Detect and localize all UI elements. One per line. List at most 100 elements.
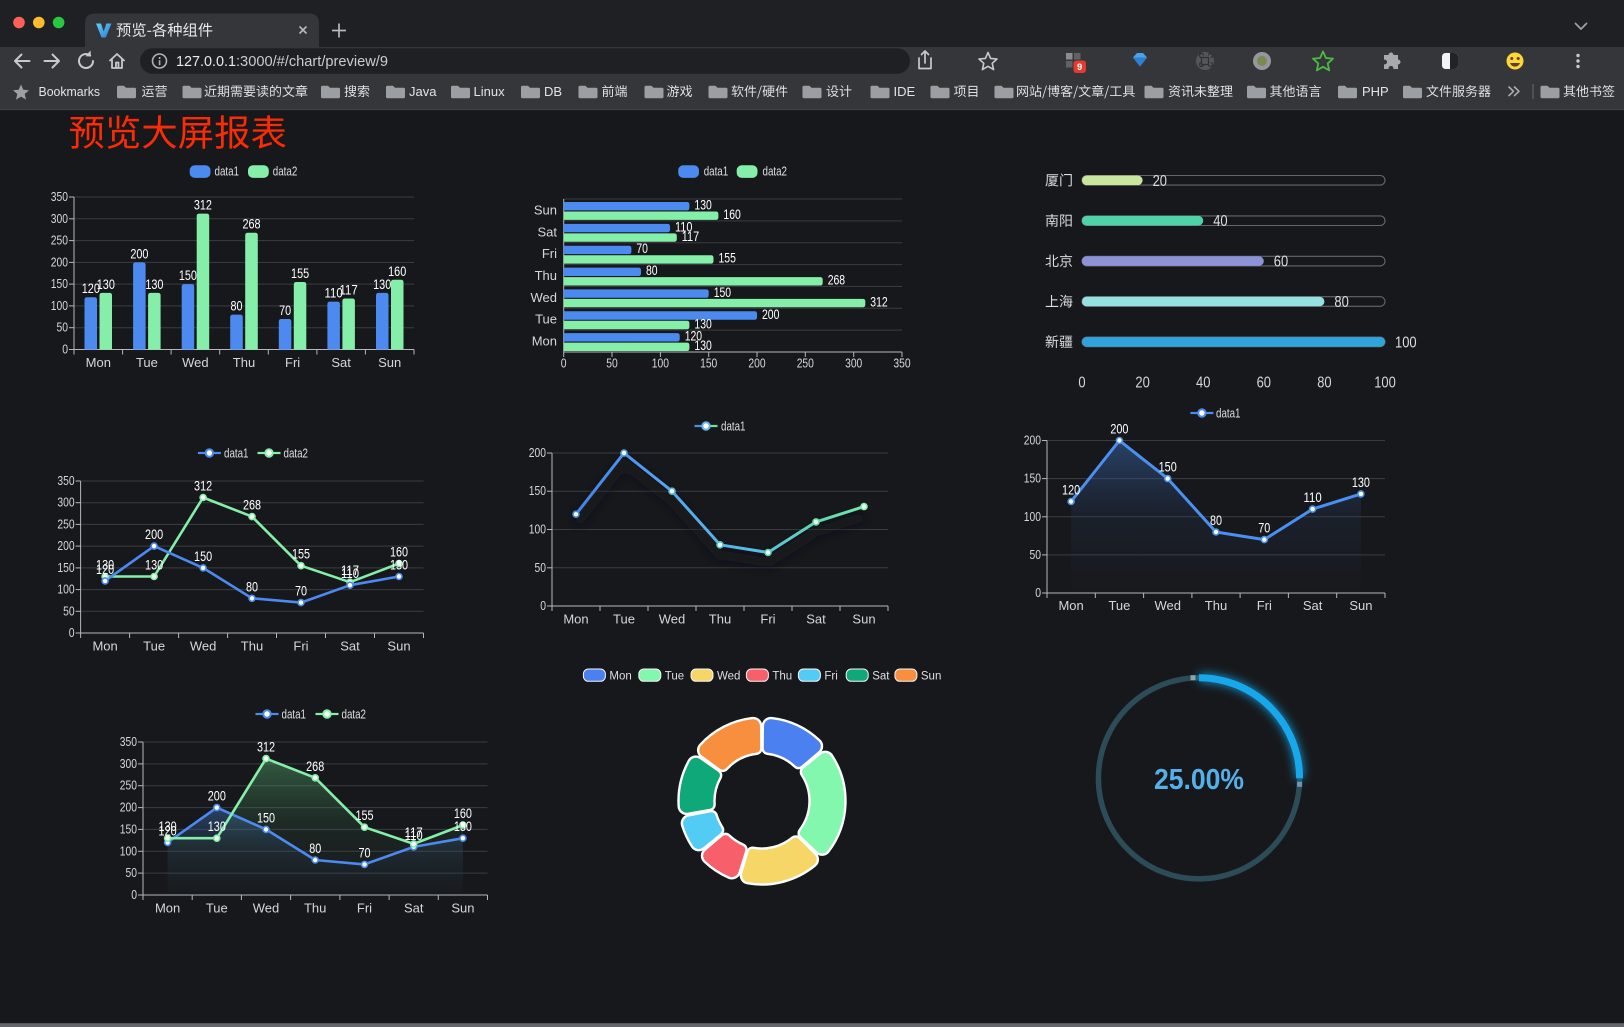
svg-text:Sat: Sat: [806, 612, 826, 627]
svg-text:Thu: Thu: [709, 612, 731, 627]
svg-text:350: 350: [51, 190, 68, 204]
svg-text:Tue: Tue: [136, 355, 158, 370]
svg-text:268: 268: [828, 273, 845, 288]
svg-text:127.0.0.1: 127.0.0.1: [176, 54, 236, 70]
svg-text:110: 110: [341, 565, 359, 581]
svg-text:Sun: Sun: [387, 639, 410, 654]
svg-text:PHP: PHP: [1362, 84, 1389, 99]
svg-text:Mon: Mon: [86, 355, 111, 370]
svg-text:Mon: Mon: [155, 901, 180, 916]
svg-text:20: 20: [1135, 375, 1149, 392]
svg-text:data2: data2: [273, 164, 298, 179]
svg-text:Thu: Thu: [233, 355, 255, 370]
svg-text:70: 70: [279, 302, 291, 318]
svg-text:Java: Java: [409, 84, 437, 99]
svg-text:150: 150: [529, 484, 546, 498]
svg-text:Mon: Mon: [1058, 598, 1083, 613]
svg-text:Fri: Fri: [760, 612, 775, 627]
svg-text:200: 200: [51, 255, 68, 269]
svg-text:20: 20: [1153, 173, 1167, 190]
svg-text:data1: data1: [224, 446, 249, 461]
svg-text:Mon: Mon: [532, 334, 557, 349]
svg-text:0: 0: [540, 599, 546, 613]
svg-text:120: 120: [82, 280, 100, 296]
svg-text:Sun: Sun: [378, 355, 401, 370]
svg-text:data1: data1: [704, 164, 729, 179]
svg-text:Sun: Sun: [451, 901, 474, 916]
svg-text:Thu: Thu: [241, 639, 263, 654]
svg-text:Linux: Linux: [474, 84, 506, 99]
svg-text:160: 160: [388, 263, 406, 279]
svg-text:50: 50: [606, 357, 618, 371]
svg-text:80: 80: [646, 263, 658, 278]
svg-text:80: 80: [1210, 512, 1222, 528]
svg-text:150: 150: [700, 357, 717, 371]
svg-text:Sat: Sat: [340, 639, 360, 654]
svg-text:160: 160: [390, 544, 408, 560]
svg-text:110: 110: [405, 827, 423, 843]
svg-text:130: 130: [390, 557, 408, 573]
svg-text:Sat: Sat: [872, 671, 890, 683]
svg-text:Thu: Thu: [304, 901, 326, 916]
svg-text:Wed: Wed: [659, 612, 686, 627]
svg-text:130: 130: [96, 557, 114, 573]
svg-text:300: 300: [51, 212, 68, 226]
svg-text:25.00%: 25.00%: [1154, 764, 1244, 796]
svg-text:Fri: Fri: [542, 246, 557, 261]
svg-text:120: 120: [685, 329, 702, 344]
svg-text:117: 117: [340, 282, 358, 298]
svg-text:50: 50: [126, 866, 138, 880]
svg-text:312: 312: [194, 478, 212, 494]
svg-text:70: 70: [1258, 520, 1270, 536]
svg-text:Thu: Thu: [535, 268, 557, 283]
svg-text:Tue: Tue: [206, 901, 228, 916]
svg-text:200: 200: [208, 788, 226, 804]
svg-text:110: 110: [1304, 489, 1322, 505]
svg-text:data1: data1: [215, 164, 240, 179]
svg-text:200: 200: [1024, 434, 1041, 448]
svg-text:130: 130: [694, 316, 711, 331]
svg-text:Mon: Mon: [92, 639, 117, 654]
svg-text:80: 80: [231, 298, 243, 314]
svg-text:350: 350: [893, 357, 910, 371]
svg-text:300: 300: [120, 757, 137, 771]
svg-text:150: 150: [1024, 472, 1041, 486]
svg-text:130: 130: [145, 276, 163, 292]
svg-text:Tue: Tue: [535, 312, 557, 327]
svg-text:110: 110: [675, 219, 692, 234]
svg-text:150: 150: [120, 822, 137, 836]
svg-text:Sun: Sun: [534, 202, 557, 217]
svg-text:160: 160: [723, 207, 740, 222]
svg-text:300: 300: [57, 496, 74, 510]
svg-text:100: 100: [57, 583, 74, 597]
svg-text:200: 200: [130, 245, 148, 261]
svg-text:200: 200: [529, 446, 546, 460]
svg-text:Sat: Sat: [537, 224, 557, 239]
svg-text:40: 40: [1196, 375, 1210, 392]
svg-text:Wed: Wed: [190, 639, 217, 654]
svg-text:268: 268: [306, 758, 324, 774]
svg-text:Thu: Thu: [772, 671, 792, 683]
svg-text:250: 250: [797, 357, 814, 371]
svg-text:200: 200: [762, 307, 779, 322]
svg-text:250: 250: [51, 234, 68, 248]
svg-text:Wed: Wed: [253, 901, 280, 916]
svg-text:150: 150: [714, 285, 731, 300]
svg-text:250: 250: [120, 779, 137, 793]
svg-text:100: 100: [120, 844, 137, 858]
svg-text:Wed: Wed: [717, 671, 740, 683]
svg-text:Wed: Wed: [531, 290, 558, 305]
svg-text:150: 150: [1159, 459, 1177, 475]
svg-text:data2: data2: [284, 446, 309, 461]
svg-text:117: 117: [405, 824, 423, 840]
svg-text:100: 100: [652, 357, 669, 371]
svg-text:300: 300: [845, 357, 862, 371]
svg-text:Fri: Fri: [293, 639, 308, 654]
svg-text:130: 130: [373, 276, 391, 292]
svg-text:Mon: Mon: [609, 671, 631, 683]
svg-text:200: 200: [1110, 421, 1128, 437]
svg-text:155: 155: [291, 265, 309, 281]
svg-text:130: 130: [694, 198, 711, 213]
svg-text:60: 60: [1257, 375, 1271, 392]
svg-text:160: 160: [454, 805, 472, 821]
